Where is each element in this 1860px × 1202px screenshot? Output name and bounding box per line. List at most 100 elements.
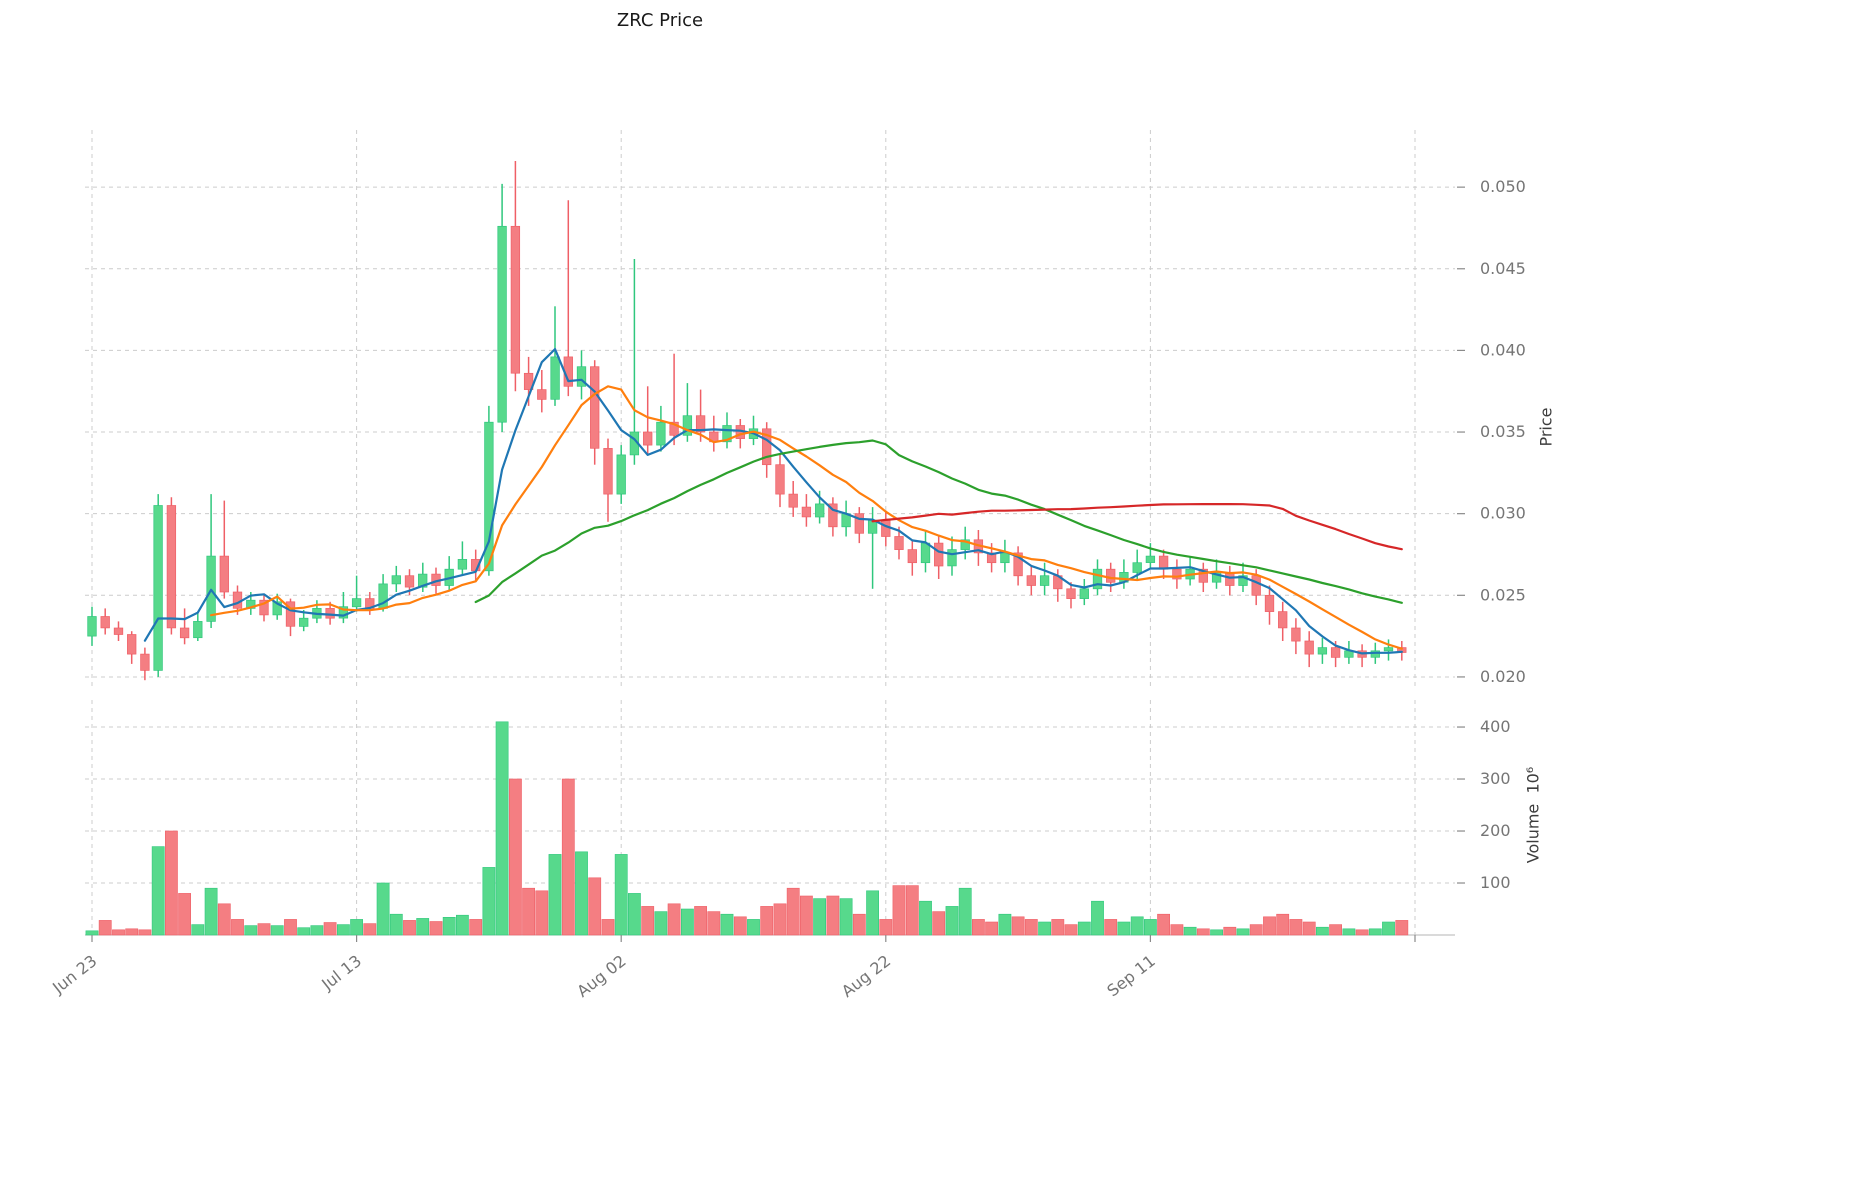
candle-body — [219, 555, 229, 593]
price-axis-label: Price — [1536, 407, 1556, 447]
candle-body — [484, 421, 494, 572]
candle-body — [285, 601, 296, 627]
ma30-line — [474, 439, 1403, 604]
volume-tick-label: 100 — [1480, 873, 1511, 892]
axis-ticks — [91, 186, 1465, 942]
volume-bar — [522, 887, 535, 936]
candle-body — [1026, 575, 1036, 586]
volume-bar — [495, 721, 509, 936]
volume-bar — [733, 916, 747, 936]
candle-body — [669, 421, 679, 436]
candle-body — [1000, 552, 1010, 564]
ma10-line — [210, 385, 1403, 650]
volume-bar — [297, 927, 311, 936]
candle-body — [100, 616, 110, 629]
candle-body — [1013, 552, 1023, 577]
volume-bar — [429, 921, 443, 936]
volume-bar — [561, 778, 575, 936]
volume-bar — [826, 895, 840, 936]
volume-bar — [217, 903, 231, 936]
volume-bar — [654, 911, 668, 936]
candle-body — [1251, 575, 1261, 596]
price-tick-label: 0.020 — [1480, 667, 1526, 686]
volume-bar — [1183, 926, 1197, 936]
volume-bar — [680, 908, 694, 936]
volume-bar — [747, 919, 760, 936]
volume-bar — [1236, 928, 1250, 936]
volume-bar — [376, 882, 390, 936]
candle-body — [1225, 572, 1235, 586]
volume-bar — [985, 921, 998, 936]
volume-bar — [98, 920, 112, 936]
candle-body — [1172, 568, 1182, 580]
candle-body — [391, 575, 401, 585]
candle-body — [1066, 588, 1076, 599]
price-tick-label: 0.040 — [1480, 340, 1526, 359]
gridlines — [85, 130, 1455, 935]
volume-bar — [257, 923, 271, 936]
volume-bar — [1130, 916, 1144, 936]
candle-body — [153, 505, 163, 671]
candle-body — [603, 448, 613, 495]
candle-body — [762, 428, 772, 466]
volume-bar — [403, 920, 416, 936]
candle-body — [1383, 647, 1394, 652]
volume-bar — [389, 913, 403, 936]
candle-body — [1317, 647, 1328, 655]
volume-bar — [231, 919, 244, 936]
candle-bodies — [87, 225, 1407, 671]
candle-body — [325, 608, 335, 619]
candle-body — [682, 415, 693, 436]
volume-bar — [813, 898, 826, 936]
volume-bar — [270, 925, 284, 936]
volume-bar — [1342, 928, 1356, 936]
volume-bar — [1382, 921, 1395, 936]
x-tick-label: Aug 22 — [838, 951, 894, 1001]
volume-bar — [1157, 913, 1170, 936]
volume-bar — [1170, 924, 1184, 936]
volume-bar — [191, 924, 205, 936]
candle-body — [920, 542, 931, 564]
volume-bar — [1302, 921, 1316, 936]
volume-bar — [932, 911, 946, 936]
volume-bar — [707, 911, 721, 936]
ma-lines — [143, 348, 1403, 655]
candle-body — [947, 549, 957, 567]
volume-bar — [866, 890, 879, 936]
axis-tick-labels: 0.020 0.025 0.030 0.035 0.040 0.045 0.050 100 20… — [48, 177, 1526, 1001]
candle-body — [1291, 627, 1301, 642]
ma60-line — [871, 503, 1403, 551]
price-tick-label: 0.045 — [1480, 259, 1526, 278]
candle-body — [986, 552, 997, 564]
candle-body — [788, 493, 798, 508]
volume-bar — [1104, 919, 1118, 936]
volume-bar — [1011, 916, 1025, 936]
volume-bar — [1263, 916, 1276, 936]
volume-bar — [416, 918, 430, 936]
price-tick-label: 0.030 — [1480, 504, 1526, 523]
volume-bar — [482, 867, 496, 936]
volume-bar — [85, 930, 99, 936]
x-tick-label: Jun 23 — [48, 951, 100, 998]
candle-body — [590, 366, 600, 449]
volume-bar — [627, 893, 641, 936]
candle-body — [1039, 575, 1050, 586]
volume-bar — [694, 906, 707, 936]
volume-bar — [1368, 928, 1382, 936]
candle-body — [338, 606, 349, 619]
volume-bar — [1038, 921, 1051, 936]
volume-bar — [588, 877, 602, 936]
candle-body — [1106, 568, 1116, 583]
candle-body — [907, 549, 917, 564]
volume-bar — [469, 919, 483, 936]
volume-bar — [1144, 919, 1157, 936]
candle-body — [616, 454, 626, 495]
volume-bar — [1196, 928, 1210, 936]
volume-bar — [350, 919, 363, 936]
volume-bar — [720, 913, 734, 936]
volume-bar — [773, 903, 787, 936]
volume-bar — [905, 885, 919, 936]
candle-body — [643, 431, 653, 446]
